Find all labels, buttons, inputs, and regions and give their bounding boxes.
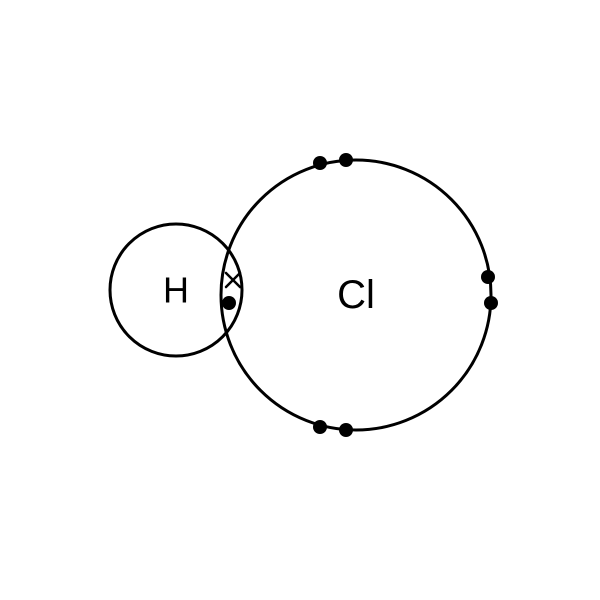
background bbox=[0, 0, 600, 600]
hydrogen-label: H bbox=[163, 270, 189, 311]
electron-dot bbox=[339, 423, 353, 437]
electron-dot bbox=[222, 296, 236, 310]
electron-dot bbox=[484, 296, 498, 310]
hcl-dot-cross-diagram: H Cl bbox=[0, 0, 600, 600]
electron-dot bbox=[313, 420, 327, 434]
chlorine-label: Cl bbox=[337, 273, 375, 317]
electron-dot bbox=[481, 270, 495, 284]
electron-dot bbox=[313, 156, 327, 170]
electron-dot bbox=[339, 153, 353, 167]
